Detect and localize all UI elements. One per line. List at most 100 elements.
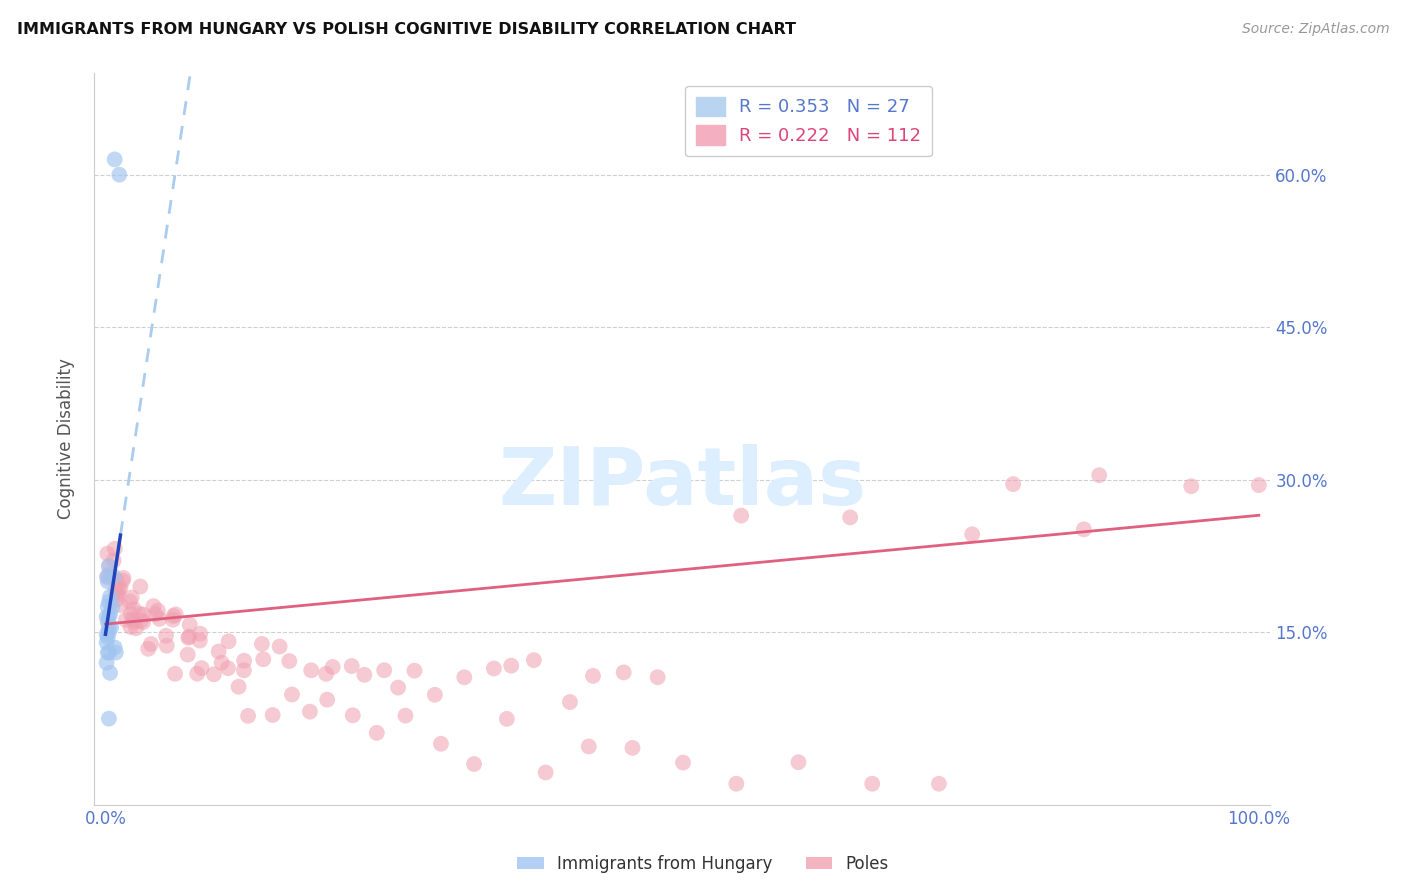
- Poles: [1002, 477, 1025, 491]
- Poles: [278, 654, 301, 668]
- Immigrants from Hungary: [97, 625, 120, 640]
- Poles: [340, 659, 363, 673]
- Poles: [136, 641, 159, 656]
- Immigrants from Hungary: [97, 646, 120, 660]
- Poles: [129, 580, 152, 594]
- Poles: [342, 708, 364, 723]
- Legend: R = 0.353   N = 27, R = 0.222   N = 112: R = 0.353 N = 27, R = 0.222 N = 112: [685, 86, 932, 156]
- Immigrants from Hungary: [103, 569, 125, 583]
- Immigrants from Hungary: [97, 599, 120, 614]
- Poles: [146, 603, 169, 617]
- Poles: [353, 668, 375, 682]
- Poles: [233, 654, 256, 668]
- Poles: [860, 777, 883, 791]
- Text: IMMIGRANTS FROM HUNGARY VS POLISH COGNITIVE DISABILITY CORRELATION CHART: IMMIGRANTS FROM HUNGARY VS POLISH COGNIT…: [17, 22, 796, 37]
- Poles: [105, 588, 128, 602]
- Poles: [162, 609, 184, 624]
- Poles: [366, 726, 388, 740]
- Poles: [725, 777, 748, 791]
- Poles: [162, 613, 184, 627]
- Poles: [115, 613, 138, 627]
- Poles: [110, 598, 132, 612]
- Poles: [298, 705, 321, 719]
- Poles: [125, 621, 148, 635]
- Poles: [128, 607, 150, 621]
- Poles: [129, 614, 152, 628]
- Poles: [148, 612, 170, 626]
- Text: ZIPatlas: ZIPatlas: [498, 444, 866, 522]
- Immigrants from Hungary: [98, 607, 121, 621]
- Immigrants from Hungary: [97, 630, 120, 644]
- Immigrants from Hungary: [97, 574, 120, 589]
- Poles: [132, 607, 155, 622]
- Poles: [121, 591, 143, 605]
- Poles: [139, 637, 162, 651]
- Immigrants from Hungary: [96, 569, 118, 583]
- Poles: [387, 681, 409, 695]
- Poles: [98, 567, 121, 582]
- Poles: [250, 637, 273, 651]
- Poles: [394, 708, 416, 723]
- Poles: [232, 663, 254, 677]
- Poles: [156, 639, 179, 653]
- Poles: [120, 607, 142, 621]
- Poles: [105, 592, 128, 607]
- Poles: [839, 510, 862, 524]
- Immigrants from Hungary: [108, 168, 131, 182]
- Poles: [104, 541, 127, 556]
- Poles: [269, 640, 291, 654]
- Poles: [110, 581, 132, 595]
- Poles: [299, 663, 322, 677]
- Poles: [501, 658, 523, 673]
- Poles: [495, 712, 517, 726]
- Poles: [453, 670, 475, 684]
- Poles: [534, 765, 557, 780]
- Immigrants from Hungary: [98, 590, 121, 604]
- Poles: [558, 695, 581, 709]
- Poles: [647, 670, 669, 684]
- Poles: [252, 652, 274, 666]
- Poles: [104, 582, 127, 597]
- Poles: [188, 633, 211, 648]
- Poles: [108, 582, 131, 597]
- Immigrants from Hungary: [96, 627, 118, 641]
- Immigrants from Hungary: [101, 599, 124, 614]
- Immigrants from Hungary: [97, 615, 120, 629]
- Poles: [316, 692, 339, 706]
- Immigrants from Hungary: [97, 610, 120, 624]
- Text: Source: ZipAtlas.com: Source: ZipAtlas.com: [1241, 22, 1389, 37]
- Poles: [111, 574, 134, 588]
- Poles: [218, 634, 240, 648]
- Poles: [1247, 478, 1270, 492]
- Poles: [103, 553, 125, 567]
- Poles: [482, 661, 505, 675]
- Poles: [121, 613, 143, 627]
- Poles: [1073, 522, 1095, 536]
- Poles: [373, 663, 395, 677]
- Poles: [96, 570, 118, 584]
- Poles: [621, 740, 644, 755]
- Poles: [322, 660, 344, 674]
- Poles: [165, 607, 187, 622]
- Poles: [179, 630, 201, 644]
- Poles: [430, 737, 453, 751]
- Poles: [118, 594, 141, 608]
- Poles: [404, 664, 426, 678]
- Immigrants from Hungary: [96, 635, 118, 649]
- Immigrants from Hungary: [97, 646, 120, 660]
- Immigrants from Hungary: [97, 559, 120, 574]
- Poles: [315, 666, 337, 681]
- Poles: [105, 574, 128, 588]
- Poles: [190, 661, 212, 675]
- Poles: [208, 644, 231, 658]
- Poles: [262, 708, 284, 723]
- Poles: [122, 602, 145, 616]
- Poles: [186, 666, 208, 681]
- Poles: [960, 527, 983, 541]
- Poles: [155, 629, 177, 643]
- Poles: [523, 653, 546, 667]
- Poles: [98, 559, 121, 574]
- Poles: [188, 626, 211, 640]
- Poles: [96, 547, 118, 561]
- Immigrants from Hungary: [100, 620, 122, 634]
